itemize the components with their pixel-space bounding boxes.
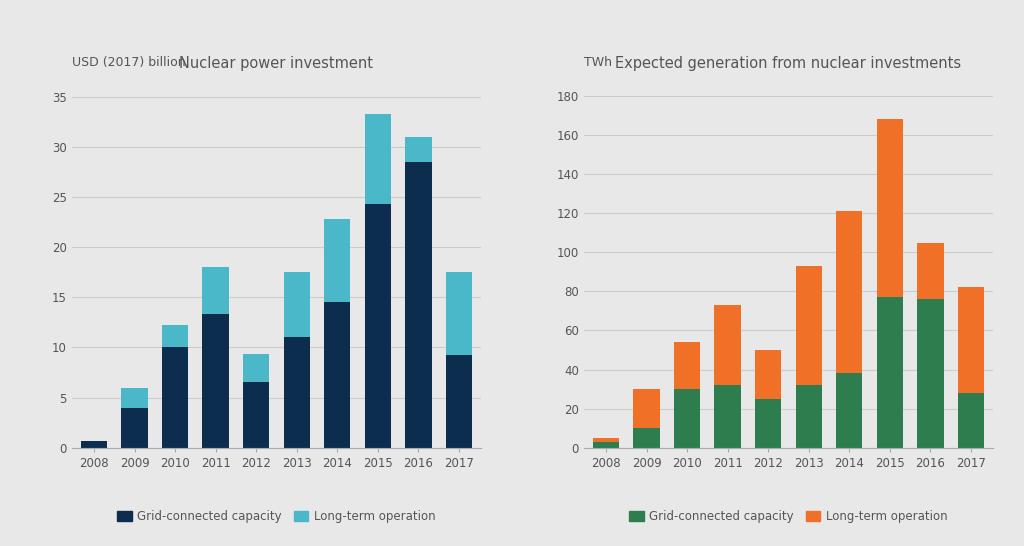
Bar	[122, 388, 147, 407]
Bar	[957, 393, 984, 448]
Title: Expected generation from nuclear investments: Expected generation from nuclear investm…	[615, 56, 962, 71]
Bar	[877, 297, 903, 448]
Bar	[837, 211, 862, 373]
Title: Nuclear power investment: Nuclear power investment	[179, 56, 374, 71]
Bar	[365, 204, 391, 448]
Bar	[918, 299, 943, 448]
Bar	[674, 389, 700, 448]
Bar	[325, 219, 350, 302]
Bar	[406, 136, 431, 162]
Bar	[877, 120, 903, 297]
Legend: Grid-connected capacity, Long-term operation: Grid-connected capacity, Long-term opera…	[113, 506, 440, 528]
Bar	[445, 355, 472, 448]
Bar	[593, 442, 620, 448]
Bar	[715, 305, 740, 385]
Bar	[674, 342, 700, 389]
Bar	[445, 272, 472, 355]
Bar	[365, 114, 391, 204]
Bar	[634, 389, 659, 428]
Bar	[162, 347, 188, 448]
Bar	[755, 350, 781, 399]
Bar	[122, 407, 147, 448]
Bar	[81, 441, 108, 448]
Bar	[796, 266, 822, 385]
Bar	[593, 438, 620, 442]
Bar	[715, 385, 740, 448]
Bar	[957, 288, 984, 393]
Bar	[284, 272, 310, 337]
Text: USD (2017) billion: USD (2017) billion	[72, 56, 185, 69]
Bar	[203, 267, 228, 314]
Bar	[243, 383, 269, 448]
Text: TWh: TWh	[584, 56, 611, 69]
Legend: Grid-connected capacity, Long-term operation: Grid-connected capacity, Long-term opera…	[625, 506, 952, 528]
Bar	[755, 399, 781, 448]
Bar	[406, 162, 431, 448]
Bar	[837, 373, 862, 448]
Bar	[284, 337, 310, 448]
Bar	[634, 428, 659, 448]
Bar	[796, 385, 822, 448]
Bar	[243, 354, 269, 383]
Bar	[325, 302, 350, 448]
Bar	[918, 242, 943, 299]
Bar	[203, 314, 228, 448]
Bar	[162, 325, 188, 347]
